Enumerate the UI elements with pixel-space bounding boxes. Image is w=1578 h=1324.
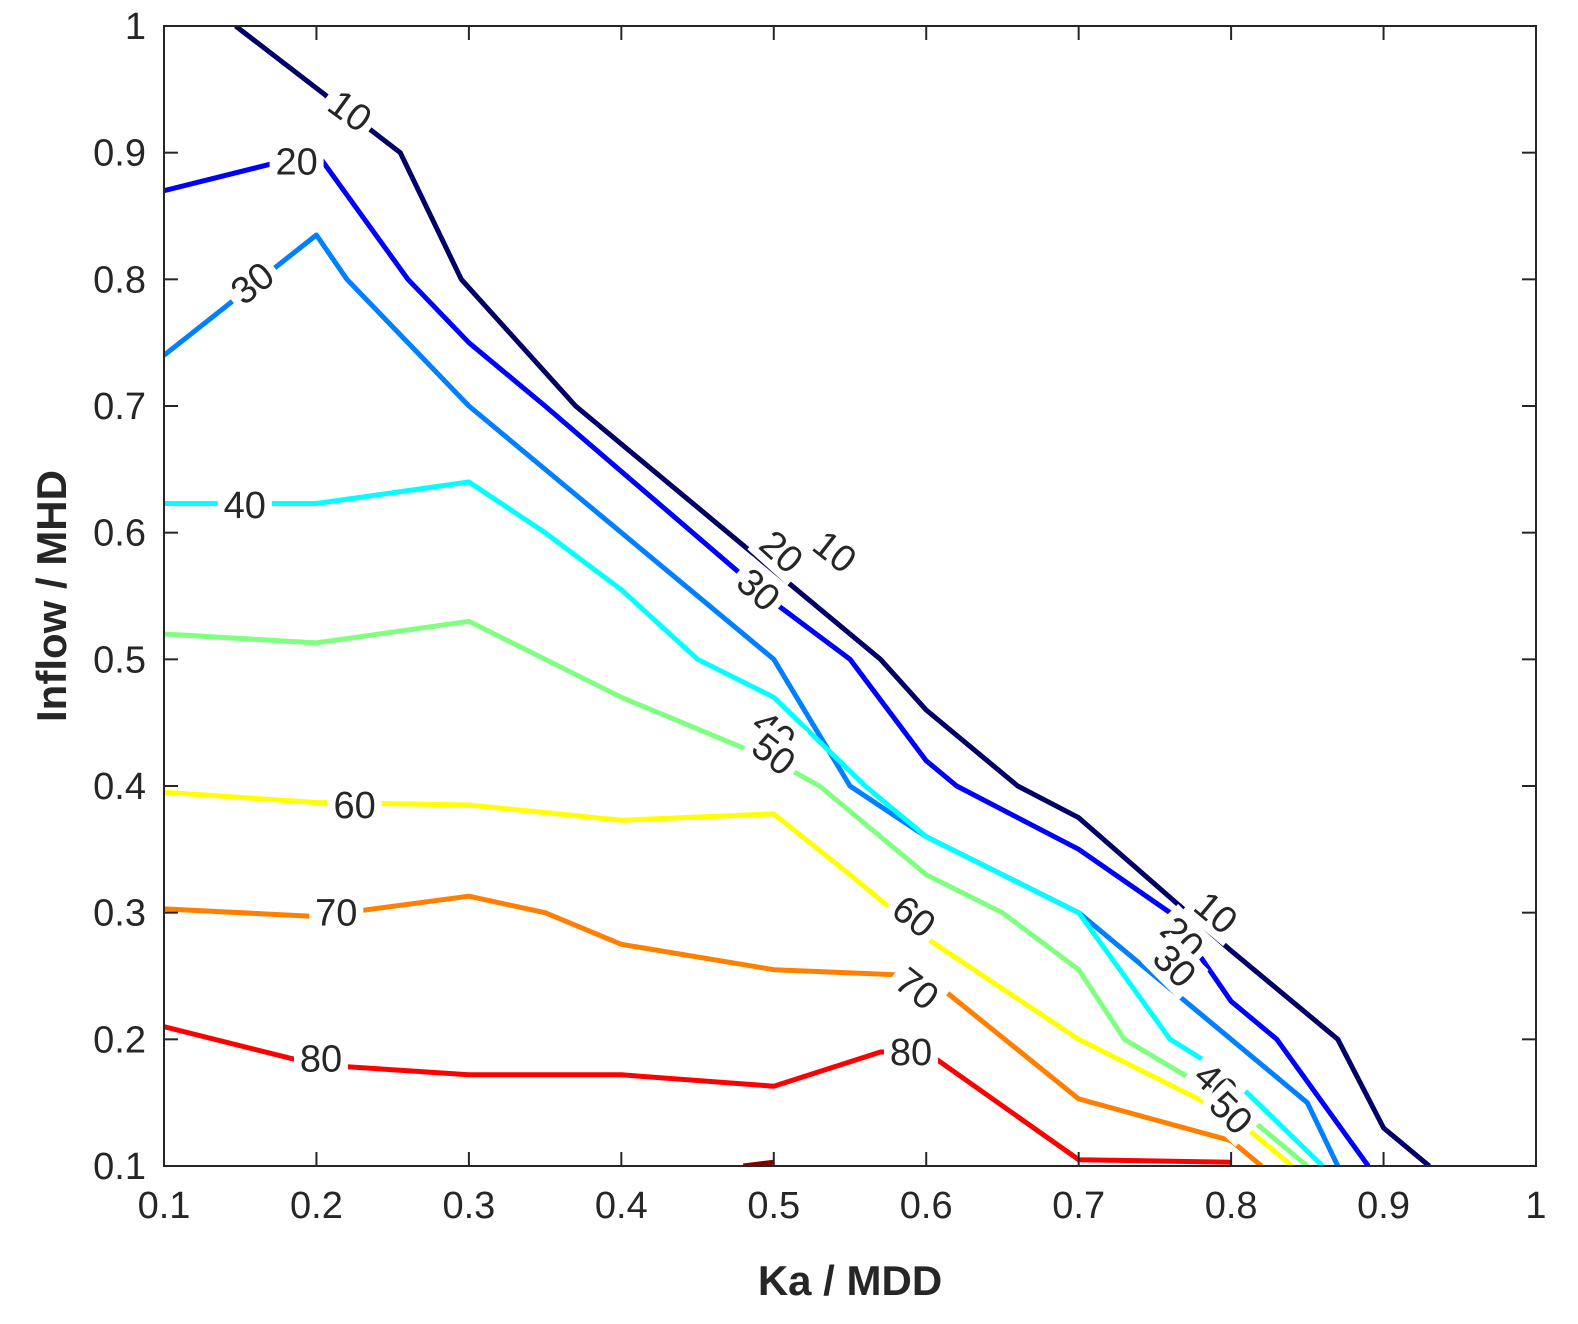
x-tick-label: 0.6 — [900, 1185, 953, 1227]
contour-label-text: 60 — [333, 785, 375, 827]
y-axis-tick-labels: 0.1 0.2 0.3 0.4 0.5 0.6 0.7 0.8 0.9 1 — [93, 6, 146, 1188]
contour-label-gap — [882, 955, 952, 1022]
x-axis-tick-labels: 0.1 0.2 0.3 0.4 0.5 0.6 0.7 0.8 0.9 1 — [138, 1185, 1547, 1227]
contour-label-gap — [217, 483, 272, 526]
x-tick-label: 0.8 — [1205, 1185, 1258, 1227]
contour-label-gap — [1197, 1078, 1266, 1147]
contour-label-80: 80 — [884, 1031, 938, 1074]
contour-lines — [164, 26, 1431, 1166]
contour-label-gap — [747, 518, 816, 586]
x-tick-label: 0.2 — [290, 1185, 343, 1227]
contour-label-60: 60 — [327, 784, 382, 827]
x-tick-label: 0.1 — [138, 1185, 191, 1227]
x-tick-label: 0.7 — [1052, 1185, 1105, 1227]
y-tick-label: 0.7 — [93, 386, 146, 428]
x-tick-label: 0.4 — [595, 1185, 648, 1227]
contour-label-gap — [218, 249, 287, 317]
contour-label-gap — [1181, 879, 1251, 947]
contour-line-50 — [164, 618, 1309, 1166]
contour-label-70: 70 — [309, 891, 364, 935]
y-tick-label: 0.5 — [93, 639, 146, 681]
contour-label-gap — [724, 556, 793, 624]
y-tick-label: 0.1 — [93, 1146, 146, 1188]
contour-label-gap — [800, 518, 870, 585]
y-tick-label: 0.2 — [93, 1019, 146, 1061]
contour-label-gap — [327, 784, 382, 826]
contour-label-text: 70 — [315, 893, 357, 935]
y-tick-label: 0.8 — [93, 259, 146, 301]
y-tick-label: 0.9 — [93, 133, 146, 175]
y-tick-label: 0.3 — [93, 893, 146, 935]
contour-line-40 — [164, 479, 1325, 1166]
contour-line-10 — [234, 26, 1431, 1166]
plot-background — [164, 26, 1536, 1166]
contour-label-gap — [1148, 904, 1217, 972]
y-tick-label: 0.6 — [93, 513, 146, 555]
axis-ticks — [163, 25, 1537, 1167]
contour-label-20: 20 — [269, 140, 324, 184]
x-axis-title: Ka / MDD — [758, 1257, 942, 1304]
contour-line-80 — [164, 1024, 1232, 1165]
x-tick-label: 0.5 — [747, 1185, 800, 1227]
contour-label-text: 20 — [275, 142, 317, 184]
contour-line-70 — [164, 893, 1264, 1166]
y-tick-label: 1 — [125, 6, 146, 48]
x-tick-label: 0.9 — [1357, 1185, 1410, 1227]
contour-label-gap — [884, 1031, 938, 1073]
contour-line-60 — [164, 789, 1294, 1166]
contour-label-gap — [309, 891, 364, 934]
contour-line-20 — [164, 150, 1371, 1166]
contour-label-text: 40 — [224, 485, 266, 527]
contour-line-30 — [164, 232, 1341, 1166]
contour-label-gap — [1140, 931, 1209, 1000]
contour-label-gap — [294, 1037, 348, 1080]
y-axis-title: Inflow / MHD — [28, 470, 75, 722]
contour-label-gap — [739, 721, 809, 788]
contour-label-gap — [315, 78, 385, 144]
x-tick-label: 1 — [1525, 1185, 1546, 1227]
contour-label-40: 40 — [217, 483, 272, 527]
contour-label-text: 80 — [300, 1038, 342, 1080]
y-tick-label: 0.4 — [93, 766, 146, 808]
x-tick-label: 0.3 — [442, 1185, 495, 1227]
contour-label-80: 80 — [294, 1037, 348, 1080]
plot-frame — [163, 25, 1537, 1167]
contour-label-text: 80 — [890, 1032, 932, 1074]
contour-label-gap — [269, 140, 324, 183]
contour-label-gap — [879, 883, 949, 950]
